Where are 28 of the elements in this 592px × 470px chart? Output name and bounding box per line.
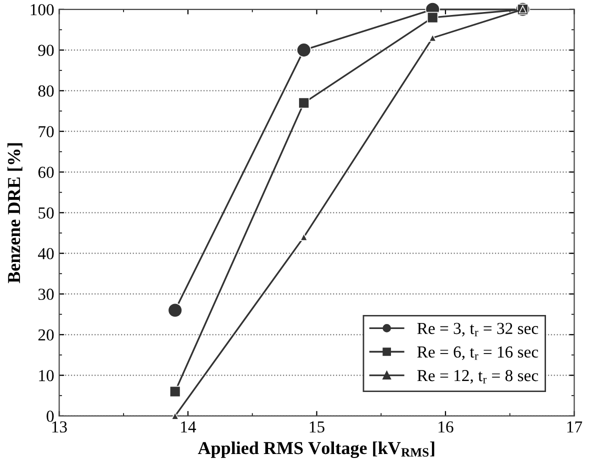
y-tick-label: 40 [38, 248, 54, 260]
point [298, 97, 310, 109]
x-tick-label: 14 [181, 421, 196, 432]
y-tick-label: 60 [38, 166, 54, 178]
y-tick-label: 50 [38, 207, 54, 219]
y-tick-label: 30 [38, 288, 54, 300]
y-tick-label: 100 [30, 4, 54, 16]
x-tick-label: 17 [567, 421, 582, 432]
y-tick-label: 20 [38, 329, 54, 341]
y-axis-title: Benzene DRE [%] [7, 143, 22, 284]
point [296, 42, 312, 58]
y-tick-label: 0 [46, 410, 54, 422]
point [169, 386, 181, 398]
x-tick-label: 15 [310, 421, 324, 433]
legend-label: Re = 12, t$_{r}$ = 8 sec [417, 370, 538, 384]
point [300, 233, 308, 241]
point [168, 302, 182, 318]
legend-label: Re = 3, t$_{r}$ = 32 sec [417, 322, 538, 336]
point [171, 412, 179, 420]
y-tick-label: 70 [38, 126, 54, 138]
x-axis-title: Applied RMS Voltage [kV$_{RMS}$] [198, 441, 434, 458]
y-tick-label: 90 [38, 44, 54, 56]
point [426, 12, 438, 24]
x-tick-label: 16 [438, 421, 454, 433]
legend-label: Re = 6, t$_{r}$ = 16 sec [417, 346, 538, 360]
y-tick-label: 80 [38, 85, 54, 97]
y-tick-label: 10 [39, 370, 54, 382]
x-tick-label: 13 [52, 421, 67, 433]
